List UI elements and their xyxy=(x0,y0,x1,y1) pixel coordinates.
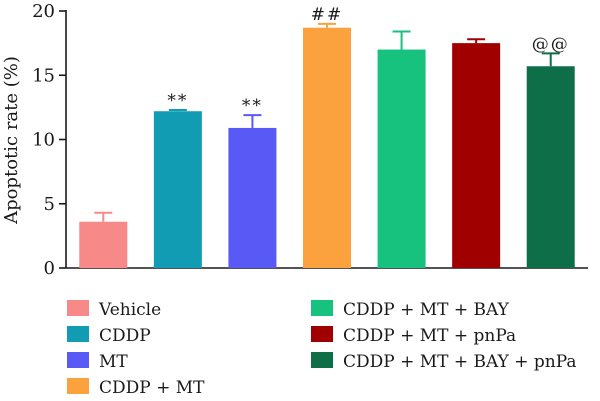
y-tick-label: 20 xyxy=(32,1,55,22)
legend-swatch xyxy=(67,326,89,342)
bars: ** ** ## @@ xyxy=(79,5,575,268)
bar-group xyxy=(79,211,128,268)
legend-label: CDDP xyxy=(99,326,151,346)
bar-group xyxy=(377,30,426,268)
legend-item: CDDP + MT + BAY xyxy=(311,300,510,320)
legend-swatch xyxy=(311,352,333,368)
legend-label: CDDP + MT + BAY + pnPa xyxy=(343,352,577,372)
bar-group xyxy=(452,38,501,268)
bar-group: ** xyxy=(153,91,202,268)
bar xyxy=(303,27,351,268)
y-tick-label: 0 xyxy=(44,258,55,279)
legend-label: CDDP + MT + BAY xyxy=(343,300,510,320)
bar-group: ## xyxy=(303,5,351,268)
legend-swatch xyxy=(67,352,89,368)
bar-group: @@ xyxy=(526,34,575,268)
bar xyxy=(526,66,575,268)
y-axis-label: Apoptotic rate (%) xyxy=(1,56,22,225)
significance-label: ## xyxy=(311,5,344,25)
y-tick-label: 15 xyxy=(32,65,55,86)
significance-label: ** xyxy=(167,91,188,111)
bar xyxy=(79,221,128,268)
legend-swatch xyxy=(311,326,333,342)
legend-swatch xyxy=(67,378,89,394)
y-tick-label: 10 xyxy=(32,130,55,151)
significance-label: @@ xyxy=(532,34,570,54)
legend-item: CDDP + MT + pnPa xyxy=(311,326,516,346)
y-tick-label: 5 xyxy=(44,194,55,215)
bar xyxy=(377,49,426,268)
legend-item: CDDP + MT xyxy=(67,378,205,398)
bar xyxy=(153,111,202,268)
legend-item: Vehicle xyxy=(67,300,161,320)
y-ticks: 0 5 10 15 20 xyxy=(32,1,66,279)
legend: Vehicle CDDP MT CDDP + MT CDDP + MT + BAY CDD… xyxy=(67,300,577,398)
legend-label: CDDP + MT xyxy=(99,378,205,398)
legend-label: MT xyxy=(99,352,128,372)
bar-group: ** xyxy=(228,96,277,268)
legend-swatch xyxy=(67,300,89,316)
legend-item: MT xyxy=(67,352,128,372)
legend-item: CDDP + MT + BAY + pnPa xyxy=(311,352,577,372)
bar xyxy=(228,127,277,268)
significance-label: ** xyxy=(242,96,263,116)
bar xyxy=(452,43,501,268)
legend-item: CDDP xyxy=(67,326,151,346)
legend-label: Vehicle xyxy=(98,300,161,320)
legend-swatch xyxy=(311,300,333,316)
legend-label: CDDP + MT + pnPa xyxy=(343,326,516,346)
